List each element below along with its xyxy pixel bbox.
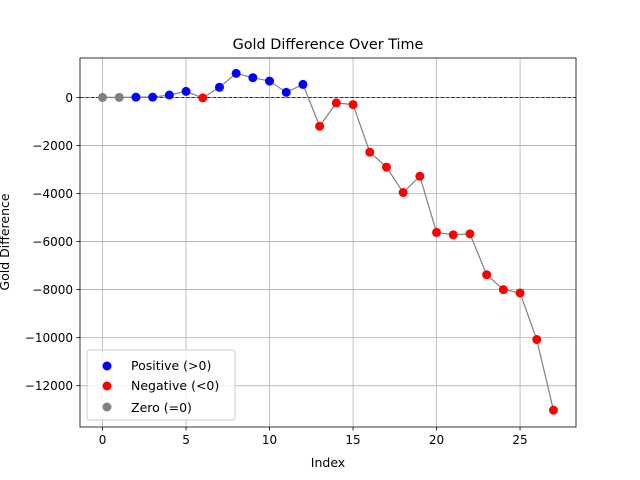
legend-marker-zero — [102, 402, 112, 412]
data-point-positive — [181, 86, 191, 96]
data-point-negative — [198, 93, 208, 103]
data-point-negative — [465, 229, 475, 239]
data-point-negative — [348, 100, 358, 110]
x-tick-label: 0 — [99, 433, 107, 447]
x-tick-label: 25 — [512, 433, 527, 447]
legend-label-zero: Zero (=0) — [131, 400, 192, 415]
x-tick-label: 5 — [182, 433, 190, 447]
data-point-positive — [298, 79, 308, 89]
y-tick-label: −8000 — [32, 283, 73, 297]
data-point-negative — [548, 405, 558, 415]
data-points — [98, 68, 558, 415]
data-point-positive — [265, 76, 275, 86]
x-axis-label: Index — [311, 455, 345, 470]
y-tick-label: −12000 — [25, 379, 73, 393]
data-point-negative — [398, 188, 408, 198]
data-point-positive — [248, 73, 258, 83]
data-point-zero — [98, 92, 108, 102]
data-point-negative — [448, 230, 458, 240]
y-axis-label: Gold Difference — [0, 193, 12, 290]
data-point-negative — [415, 171, 425, 181]
data-point-negative — [515, 288, 525, 298]
y-axis-ticks: 0 −2000 −4000 −6000 −8000 −10000 −12000 — [25, 91, 80, 393]
plot-frame — [79, 57, 577, 428]
y-tick-label: −6000 — [32, 235, 73, 249]
legend-marker-positive — [102, 361, 112, 371]
y-tick-label: −2000 — [32, 139, 73, 153]
x-tick-label: 10 — [262, 433, 277, 447]
legend-label-negative: Negative (<0) — [131, 378, 219, 393]
data-point-negative — [482, 270, 492, 280]
data-point-negative — [331, 98, 341, 108]
data-point-positive — [164, 90, 174, 100]
data-point-positive — [281, 87, 291, 97]
data-point-negative — [498, 285, 508, 295]
data-point-negative — [381, 162, 391, 172]
chart-title: Gold Difference Over Time — [233, 37, 424, 53]
connecting-line — [102, 72, 555, 411]
y-tick-label: 0 — [65, 91, 73, 105]
grid-lines — [80, 58, 576, 427]
legend-marker-negative — [102, 381, 112, 391]
data-point-negative — [315, 121, 325, 131]
x-tick-label: 20 — [429, 433, 444, 447]
data-point-positive — [214, 82, 224, 92]
data-point-negative — [365, 147, 375, 157]
data-point-positive — [231, 68, 241, 78]
y-tick-label: −4000 — [32, 187, 73, 201]
legend: Positive (>0) Negative (<0) Zero (=0) — [86, 349, 236, 421]
data-point-zero — [114, 92, 124, 102]
y-tick-label: −10000 — [25, 331, 73, 345]
data-point-negative — [532, 335, 542, 345]
x-axis-ticks: 0 5 10 15 20 25 — [99, 427, 528, 447]
legend-box — [86, 349, 236, 421]
x-tick-label: 15 — [345, 433, 360, 447]
data-point-negative — [432, 227, 442, 237]
legend-label-positive: Positive (>0) — [131, 358, 211, 373]
data-point-positive — [131, 92, 141, 102]
data-point-positive — [148, 92, 158, 102]
